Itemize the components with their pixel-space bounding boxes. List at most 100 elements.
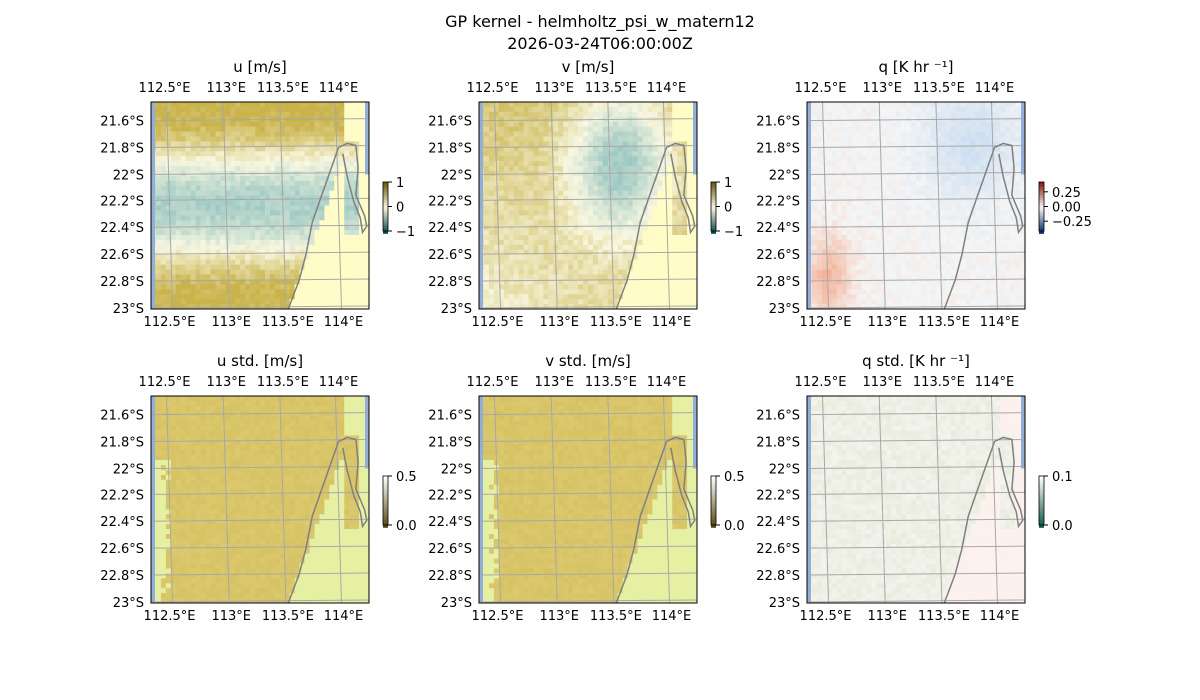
heatmap-cell <box>672 175 678 182</box>
heatmap-cell <box>180 166 186 172</box>
heatmap-cell <box>612 264 619 270</box>
heatmap-cell <box>245 205 251 211</box>
heatmap-cell <box>339 102 345 108</box>
heatmap-cell <box>240 274 246 280</box>
heatmap-cell <box>165 141 172 147</box>
heatmap-cell <box>185 244 191 251</box>
heatmap-cell <box>245 299 251 305</box>
heatmap-cell <box>359 156 365 162</box>
heatmap-cell <box>215 240 221 246</box>
heatmap-cell <box>950 215 956 221</box>
heatmap-cell <box>1020 180 1026 187</box>
heatmap-cell <box>637 299 643 305</box>
heatmap-cell <box>269 102 276 108</box>
heatmap-cell <box>672 136 678 142</box>
heatmap-cell <box>548 254 554 261</box>
heatmap-cell <box>677 156 683 162</box>
heatmap-cell <box>597 230 604 236</box>
heatmap-cell <box>672 259 678 265</box>
heatmap-cell <box>602 136 609 142</box>
heatmap-cell <box>195 205 201 211</box>
heatmap-cell <box>230 304 236 310</box>
gridlines <box>150 101 370 310</box>
heatmap-cell <box>528 254 534 261</box>
heatmap-cell <box>811 102 818 108</box>
heatmap-cell <box>538 220 544 226</box>
heatmap-cell <box>170 269 177 275</box>
heatmap-cell <box>891 205 897 211</box>
heatmap-cell <box>309 289 315 295</box>
heatmap-cell <box>677 180 683 187</box>
heatmap-cell <box>672 200 678 206</box>
heatmap-cell <box>856 200 862 206</box>
heatmap-cell <box>200 102 206 108</box>
heatmap-cell <box>856 121 862 127</box>
heatmap-cell <box>269 175 276 182</box>
heatmap-cell <box>886 190 892 196</box>
colorbar-label-1: 0 <box>396 201 404 216</box>
heatmap-cell <box>319 235 325 241</box>
heatmap-cell <box>622 294 628 300</box>
heatmap-cell <box>319 102 325 108</box>
heatmap-cell <box>602 175 609 182</box>
heatmap-cell <box>334 225 340 231</box>
heatmap-cell <box>274 111 281 118</box>
heatmap-cell <box>940 151 947 157</box>
heatmap-cell <box>185 131 191 137</box>
heatmap-cell <box>950 205 956 211</box>
heatmap-cell <box>1015 121 1021 127</box>
heatmap-cell <box>866 151 872 157</box>
heatmap-cell <box>528 200 534 206</box>
coastline <box>287 142 368 310</box>
heatmap-cell <box>533 279 539 285</box>
heatmap-cell <box>260 131 266 137</box>
heatmap-cell <box>260 121 266 127</box>
heatmap-cell <box>503 171 510 177</box>
heatmap-cell <box>230 102 236 108</box>
heatmap-cell <box>488 240 495 246</box>
heatmap-cell <box>170 200 177 206</box>
heatmap-cell <box>294 126 300 132</box>
heatmap-cell <box>250 225 256 231</box>
heatmap-cell <box>622 240 628 246</box>
heatmap-cell <box>210 205 216 211</box>
heatmap-cell <box>235 200 241 206</box>
heatmap-cell <box>543 106 549 113</box>
heatmap-cell <box>339 146 345 152</box>
heatmap-cell <box>836 200 842 206</box>
heatmap-cell <box>925 220 932 226</box>
heatmap-cell <box>269 126 276 132</box>
heatmap-cell <box>538 111 544 118</box>
heatmap-cell <box>185 151 191 157</box>
heatmap-cell <box>563 225 569 231</box>
heatmap-cell <box>205 195 211 201</box>
heatmap-cell <box>950 146 956 152</box>
heatmap-cell <box>324 244 330 251</box>
heatmap-cell <box>597 240 604 246</box>
heatmap-cell <box>245 264 251 270</box>
heatmap-cell <box>294 269 300 275</box>
heatmap-cell <box>573 225 579 231</box>
heatmap-cell <box>677 200 683 206</box>
heatmap-cell <box>871 156 877 162</box>
heatmap-cell <box>344 166 350 172</box>
heatmap-cell <box>578 190 584 196</box>
heatmap-cell <box>205 240 211 246</box>
heatmap-cell <box>543 284 549 290</box>
heatmap-cell <box>607 215 614 221</box>
heatmap-cell <box>225 121 231 127</box>
heatmap-cell <box>881 225 887 231</box>
heatmap-cell <box>553 235 559 241</box>
heatmap-cell <box>592 136 599 142</box>
heatmap-cell <box>190 200 196 206</box>
heatmap-cell <box>180 146 186 152</box>
heatmap-cell <box>349 279 355 285</box>
heatmap-cell <box>821 185 828 192</box>
heatmap-cell <box>319 215 325 221</box>
heatmap-cell <box>911 111 917 118</box>
heatmap-cell <box>1015 161 1021 167</box>
heatmap-cell <box>597 141 604 147</box>
heatmap-cell <box>170 156 177 162</box>
heatmap-cell <box>543 225 549 231</box>
heatmap-cell <box>622 264 628 270</box>
